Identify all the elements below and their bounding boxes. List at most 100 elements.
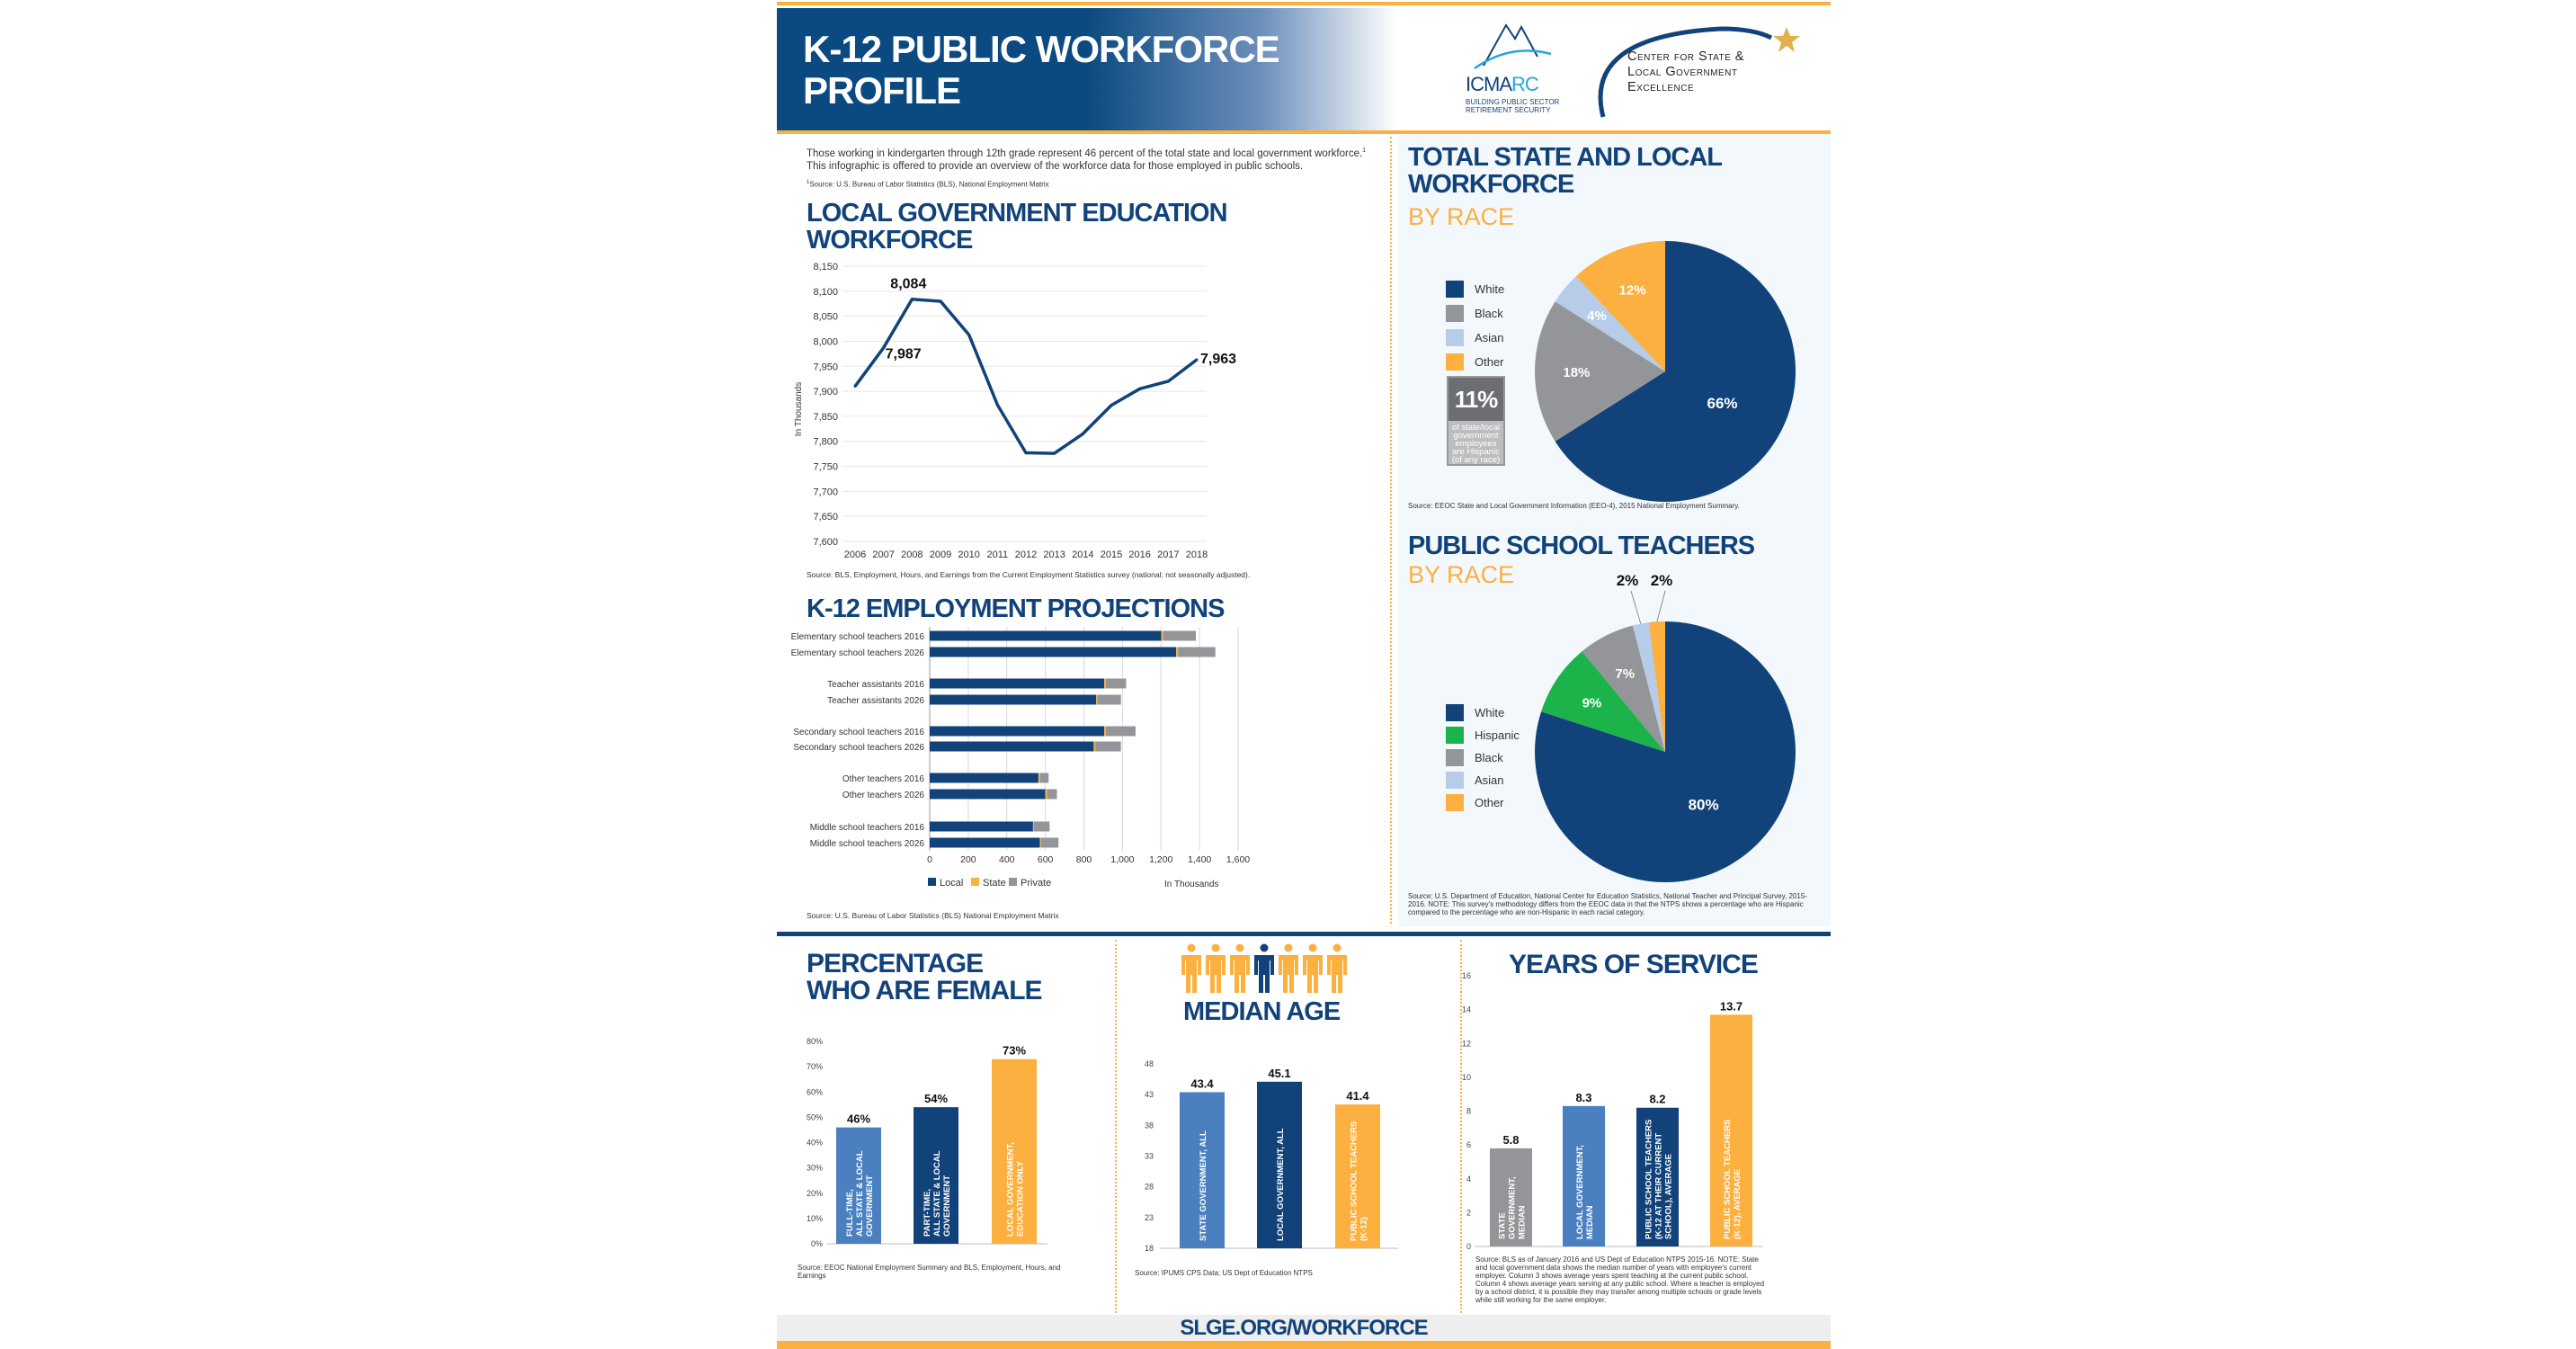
legend-label: White <box>1475 282 1505 296</box>
x-tick-label: 2007 <box>872 549 894 560</box>
median-age-title: MEDIAN AGE <box>1183 997 1341 1026</box>
bar <box>1335 1104 1380 1248</box>
swoosh-star-icon <box>1598 26 1800 118</box>
header-orange-rule <box>777 130 1831 134</box>
mountain-icon <box>1474 23 1552 70</box>
header-banner <box>777 8 1397 130</box>
x-tick-label: 1,200 <box>1149 854 1172 865</box>
bar-segment-state <box>1176 647 1179 657</box>
slice-label: 66% <box>1707 395 1738 412</box>
legend-label: Other <box>1475 355 1504 369</box>
person-head <box>1333 943 1341 952</box>
y-tick-label: 28 <box>1145 1183 1154 1192</box>
slice-label: 4% <box>1587 308 1607 324</box>
data-label: 7,963 <box>1200 352 1236 367</box>
years-source: Source: BLS as of January 2016 and US De… <box>1475 1255 1765 1304</box>
projections-title: K-12 EMPLOYMENT PROJECTIONS <box>807 594 1225 623</box>
x-tick-label: 2018 <box>1186 549 1208 560</box>
bar-segment-local <box>930 726 1105 737</box>
slice-label: 18% <box>1563 365 1590 380</box>
bar-category-label: MEDIAN <box>1585 1205 1595 1239</box>
bar-category-label: ALL STATE & LOCAL <box>855 1150 865 1237</box>
bar-segment-private <box>1040 837 1059 848</box>
pie-slice-asian <box>1632 622 1665 752</box>
logo-tagline: BUILDING PUBLIC SECTOR <box>1466 98 1560 106</box>
intro-text: Those working in kindergarten through 12… <box>807 145 1382 189</box>
legend-label: Asian <box>1475 331 1504 344</box>
bar-value-label: 13.7 <box>1720 999 1743 1013</box>
y-tick-label: 7,950 <box>813 362 838 372</box>
pie-slice-asian <box>1555 276 1665 371</box>
callout-text: of state/local government employees are … <box>1451 423 1501 465</box>
y-tick-label: 33 <box>1145 1152 1154 1161</box>
bar-category-label: (K-12 AT THEIR CURRENT <box>1654 1133 1664 1239</box>
footnote: Source: U.S. Bureau of Labor Statistics … <box>809 180 1049 189</box>
x-tick-label: 1,400 <box>1188 854 1211 865</box>
y-tick-label: 7,900 <box>813 387 838 398</box>
bar <box>1490 1148 1532 1246</box>
bar-segment-private <box>1047 789 1057 800</box>
logo-text: ICMA <box>1466 73 1512 95</box>
slice-label: 2% <box>1651 572 1673 589</box>
bar-category-label: GOVERNMENT <box>865 1175 875 1237</box>
x-tick-label: 2010 <box>958 549 979 560</box>
data-point <box>939 299 942 303</box>
bar-segment-state <box>1161 630 1163 641</box>
bar <box>1180 1092 1225 1248</box>
y-tick-label: 16 <box>1462 971 1471 980</box>
slice-label: 2% <box>1617 572 1639 589</box>
bar-segment-state <box>1045 789 1047 800</box>
pie-slice-black <box>1535 301 1665 442</box>
intro-line: This infographic is offered to provide a… <box>807 160 1304 172</box>
data-point <box>910 298 914 301</box>
y-axis-label: In Thousands <box>794 382 804 436</box>
column-divider <box>1390 137 1392 924</box>
x-tick-label: 600 <box>1038 854 1054 865</box>
bar-category-label: MEDIAN <box>1518 1205 1528 1239</box>
logo-text: RC <box>1511 73 1539 95</box>
legend-item: White <box>1446 701 1520 724</box>
bar-segment-state <box>1039 837 1041 848</box>
bar-category-label: LOCAL GOVERNMENT, ALL <box>1276 1128 1286 1241</box>
person-body <box>1230 955 1250 993</box>
legend-label: Black <box>1475 307 1503 320</box>
total-race-subtitle: BY RACE <box>1408 203 1515 230</box>
bar-category-label: PUBLIC SCHOOL TEACHERS <box>1723 1120 1733 1239</box>
bar-category-label: LOCAL GOVERNMENT, <box>1575 1145 1585 1239</box>
data-point <box>1024 451 1028 455</box>
bar-segment-local <box>930 647 1177 657</box>
teacher-race-subtitle: BY RACE <box>1408 561 1515 588</box>
y-tick-label: 8 <box>1466 1107 1471 1116</box>
column-divider <box>1460 940 1462 1313</box>
x-tick-label: 2006 <box>844 549 866 560</box>
legend-label: White <box>1475 706 1505 719</box>
category-label: Teacher assistants 2016 <box>827 680 924 690</box>
bar-category-label: SCHOOL), AVERAGE <box>1664 1154 1674 1239</box>
y-tick-label: 10% <box>807 1214 823 1223</box>
bar-segment-local <box>930 694 1097 705</box>
data-point <box>1138 387 1142 390</box>
bar <box>1563 1105 1605 1246</box>
category-label: Other teachers 2026 <box>842 791 925 800</box>
bar-value-label: 5.8 <box>1502 1133 1519 1147</box>
footer-url-link[interactable]: SLGE.ORG/WORKFORCE <box>777 1315 1831 1341</box>
bar-value-label: 73% <box>1003 1044 1026 1058</box>
bar-segment-state <box>1093 741 1096 752</box>
title-line: PROFILE <box>803 69 961 112</box>
category-label: Middle school teachers 2016 <box>810 823 925 833</box>
bar-segment-state <box>1104 726 1106 737</box>
callout-value: 11% <box>1448 378 1503 421</box>
legend-label: Asian <box>1475 773 1504 787</box>
bar-category-label: LOCAL GOVERNMENT, <box>1006 1142 1016 1237</box>
y-tick-label: 6 <box>1466 1140 1471 1149</box>
x-tick-label: 800 <box>1076 854 1092 865</box>
bar-category-label: PUBLIC SCHOOL TEACHERS <box>1350 1121 1359 1241</box>
series-line <box>853 297 1199 455</box>
female-source: Source: EEOC National Employment Summary… <box>798 1264 1061 1280</box>
footnote-mark: 1 <box>807 179 810 185</box>
local-ed-title: LOCAL GOVERNMENT EDUCATION WORKFORCE <box>807 199 1228 255</box>
legend-item: Other <box>1446 791 1520 814</box>
category-label: Elementary school teachers 2016 <box>791 632 925 642</box>
bar-segment-private <box>1105 678 1127 689</box>
